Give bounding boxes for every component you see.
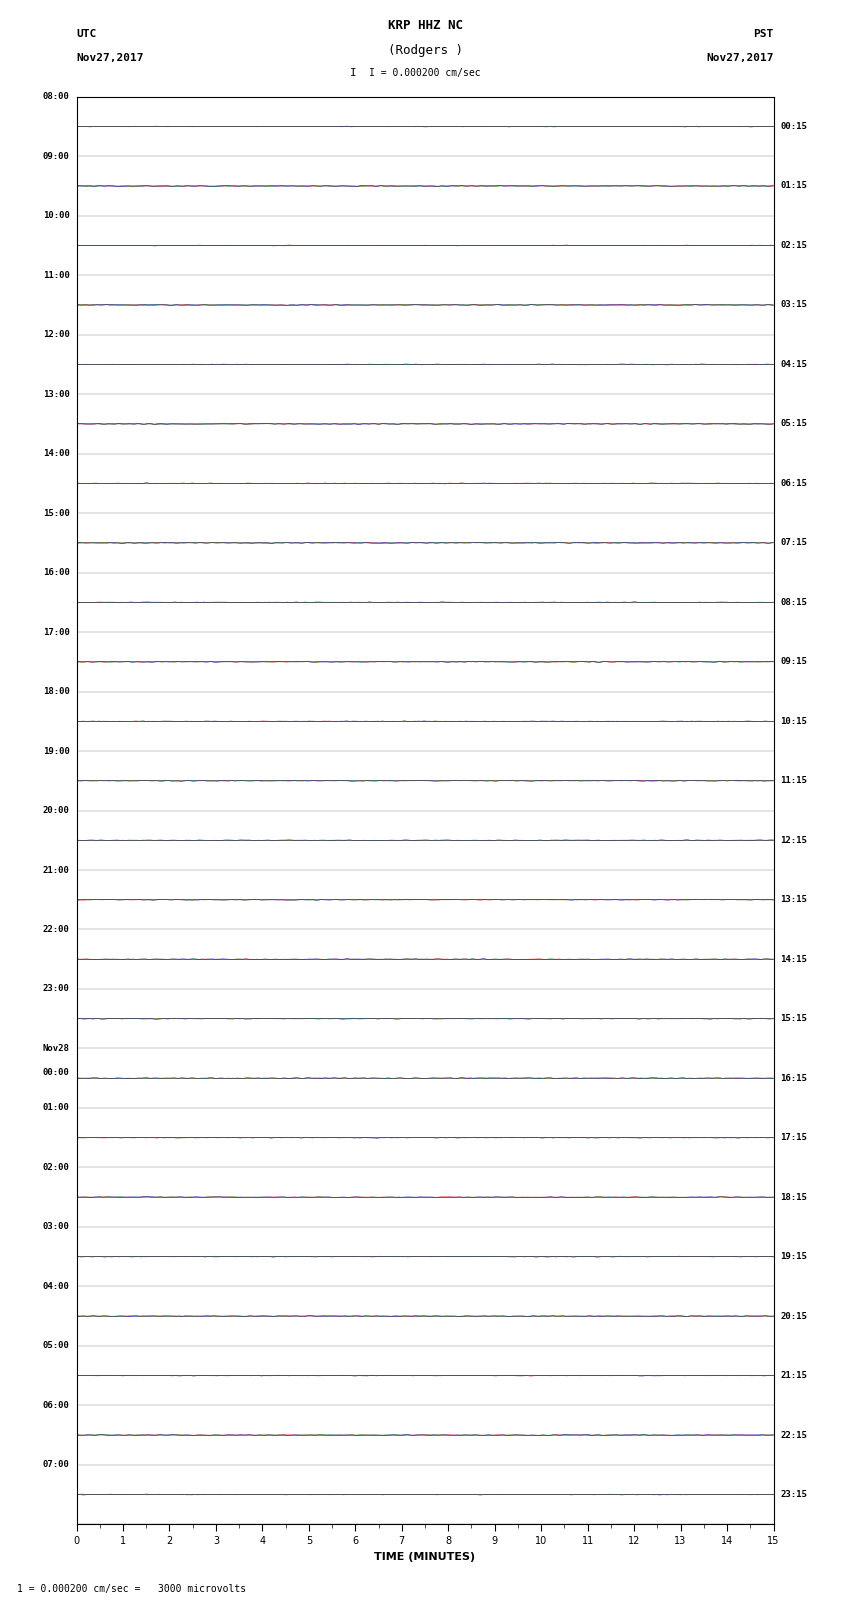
Text: 12:00: 12:00: [42, 331, 70, 339]
Text: 21:00: 21:00: [42, 866, 70, 874]
Text: 23:00: 23:00: [42, 984, 70, 994]
Text: 03:15: 03:15: [780, 300, 808, 310]
Text: 13:15: 13:15: [780, 895, 808, 905]
Text: 02:00: 02:00: [42, 1163, 70, 1173]
Text: 00:15: 00:15: [780, 123, 808, 131]
Text: 10:15: 10:15: [780, 716, 808, 726]
Text: 05:15: 05:15: [780, 419, 808, 429]
Text: 20:15: 20:15: [780, 1311, 808, 1321]
Text: 02:15: 02:15: [780, 240, 808, 250]
Text: 16:15: 16:15: [780, 1074, 808, 1082]
Text: 14:15: 14:15: [780, 955, 808, 963]
Text: 07:15: 07:15: [780, 539, 808, 547]
Text: 1 = 0.000200 cm/sec =   3000 microvolts: 1 = 0.000200 cm/sec = 3000 microvolts: [17, 1584, 246, 1594]
Text: 09:00: 09:00: [42, 152, 70, 161]
Text: 17:00: 17:00: [42, 627, 70, 637]
Text: 21:15: 21:15: [780, 1371, 808, 1381]
Text: 23:15: 23:15: [780, 1490, 808, 1498]
Text: 09:15: 09:15: [780, 658, 808, 666]
Text: 14:00: 14:00: [42, 448, 70, 458]
Text: 10:00: 10:00: [42, 211, 70, 221]
Text: 08:00: 08:00: [42, 92, 70, 102]
Text: 01:00: 01:00: [42, 1103, 70, 1113]
Text: 04:15: 04:15: [780, 360, 808, 369]
Text: 01:15: 01:15: [780, 182, 808, 190]
Text: 03:00: 03:00: [42, 1223, 70, 1231]
Text: 18:00: 18:00: [42, 687, 70, 697]
Text: 19:15: 19:15: [780, 1252, 808, 1261]
Text: 18:15: 18:15: [780, 1192, 808, 1202]
Text: 22:00: 22:00: [42, 924, 70, 934]
Text: I = 0.000200 cm/sec: I = 0.000200 cm/sec: [369, 68, 481, 77]
Text: 04:00: 04:00: [42, 1282, 70, 1290]
Text: 12:15: 12:15: [780, 836, 808, 845]
Text: 22:15: 22:15: [780, 1431, 808, 1439]
Text: 13:00: 13:00: [42, 390, 70, 398]
Text: Nov27,2017: Nov27,2017: [706, 53, 774, 63]
Text: 00:00: 00:00: [42, 1068, 70, 1077]
Text: 19:00: 19:00: [42, 747, 70, 755]
Text: Nov28: Nov28: [42, 1044, 70, 1053]
Text: 06:15: 06:15: [780, 479, 808, 487]
Text: 07:00: 07:00: [42, 1460, 70, 1469]
Text: (Rodgers ): (Rodgers ): [388, 44, 462, 56]
X-axis label: TIME (MINUTES): TIME (MINUTES): [375, 1552, 475, 1561]
Text: 20:00: 20:00: [42, 806, 70, 815]
Text: 15:00: 15:00: [42, 508, 70, 518]
Text: I: I: [350, 68, 357, 77]
Text: PST: PST: [753, 29, 774, 39]
Text: 11:00: 11:00: [42, 271, 70, 279]
Text: KRP HHZ NC: KRP HHZ NC: [388, 19, 462, 32]
Text: 08:15: 08:15: [780, 598, 808, 606]
Text: 17:15: 17:15: [780, 1134, 808, 1142]
Text: UTC: UTC: [76, 29, 97, 39]
Text: 16:00: 16:00: [42, 568, 70, 577]
Text: 05:00: 05:00: [42, 1342, 70, 1350]
Text: 11:15: 11:15: [780, 776, 808, 786]
Text: 06:00: 06:00: [42, 1400, 70, 1410]
Text: Nov27,2017: Nov27,2017: [76, 53, 144, 63]
Text: 15:15: 15:15: [780, 1015, 808, 1023]
